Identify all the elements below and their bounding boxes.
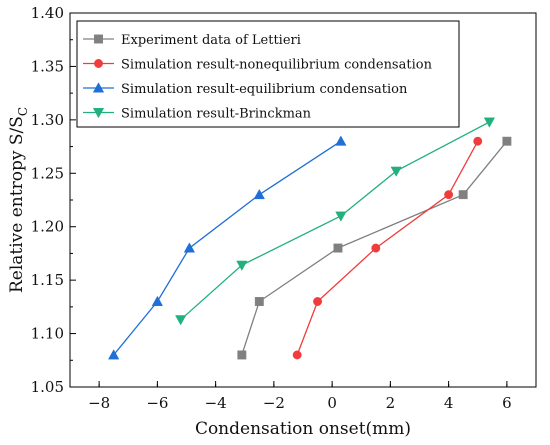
series-1 <box>237 136 512 360</box>
data-point <box>333 243 343 253</box>
data-point <box>108 349 120 360</box>
x-tick-label: −8 <box>88 394 110 412</box>
x-tick-label: 0 <box>327 394 337 412</box>
y-axis-ticks: 1.05 1.10 1.15 1.20 1.25 1.30 1.35 1.40 <box>31 4 76 396</box>
series-4 <box>175 117 496 326</box>
legend-label: Experiment data of Lettieri <box>121 33 301 48</box>
data-point <box>253 188 265 200</box>
y-tick-label: 1.40 <box>31 4 64 22</box>
data-point <box>390 166 402 177</box>
data-point <box>183 242 196 253</box>
data-point <box>236 260 248 271</box>
legend-item: Simulation result-nonequilibrium condens… <box>83 58 433 73</box>
series-line <box>180 121 490 321</box>
series-3 <box>108 135 347 360</box>
data-point <box>502 136 512 146</box>
data-point <box>175 315 187 326</box>
series-line <box>113 140 342 356</box>
x-tick-label: 6 <box>502 394 512 412</box>
y-tick-label: 1.20 <box>31 218 64 236</box>
legend-item: Simulation result-equilibrium condensati… <box>83 82 408 97</box>
legend-marker <box>92 82 105 93</box>
x-tick-label: 4 <box>444 394 454 412</box>
legend-marker <box>94 34 103 44</box>
data-point <box>335 211 347 222</box>
x-tick-label: −4 <box>205 394 227 412</box>
x-tick-label: 2 <box>386 394 396 412</box>
legend-label: Simulation result-Brinckman <box>121 107 312 122</box>
data-point <box>444 190 454 200</box>
legend-label: Simulation result-equilibrium condensati… <box>121 82 408 97</box>
y-axis-title-subscript: C <box>16 107 30 116</box>
series-2 <box>292 136 483 360</box>
y-tick-label: 1.05 <box>31 378 64 396</box>
data-point <box>151 295 163 306</box>
data-point <box>237 350 247 360</box>
data-point <box>483 117 496 128</box>
data-point <box>371 243 381 253</box>
y-axis-title-main: Relative entropy S/S <box>7 116 27 293</box>
x-tick-label: −6 <box>146 394 168 412</box>
legend-item: Experiment data of Lettieri <box>83 33 301 48</box>
legend-label: Simulation result-nonequilibrium condens… <box>121 58 433 73</box>
legend-marker <box>92 108 105 119</box>
y-tick-label: 1.15 <box>31 271 64 289</box>
data-point <box>313 297 323 306</box>
y-tick-label: 1.10 <box>31 325 64 343</box>
data-point <box>473 136 483 146</box>
y-tick-label: 1.30 <box>31 111 64 129</box>
y-tick-label: 1.35 <box>31 57 64 75</box>
data-point <box>458 190 468 200</box>
svg-text:Relative entropy S/SC: Relative entropy S/SC <box>7 107 30 293</box>
legend-marker <box>94 59 103 68</box>
data-point <box>335 135 347 146</box>
series-layer <box>108 117 512 360</box>
data-point <box>254 297 264 306</box>
y-axis-title: Relative entropy S/SC <box>7 107 30 293</box>
data-point <box>292 350 302 360</box>
y-tick-label: 1.25 <box>31 164 64 182</box>
series-line <box>296 140 479 356</box>
legend-item: Simulation result-Brinckman <box>83 107 312 122</box>
legend: Experiment data of Lettieri Simulation re… <box>76 20 460 128</box>
x-tick-label: −2 <box>263 394 285 412</box>
x-axis-title: Condensation onset(mm) <box>195 419 411 439</box>
x-axis-ticks: −8 −6 −4 −2 0 2 4 6 <box>88 381 512 412</box>
legend-box <box>76 20 460 128</box>
